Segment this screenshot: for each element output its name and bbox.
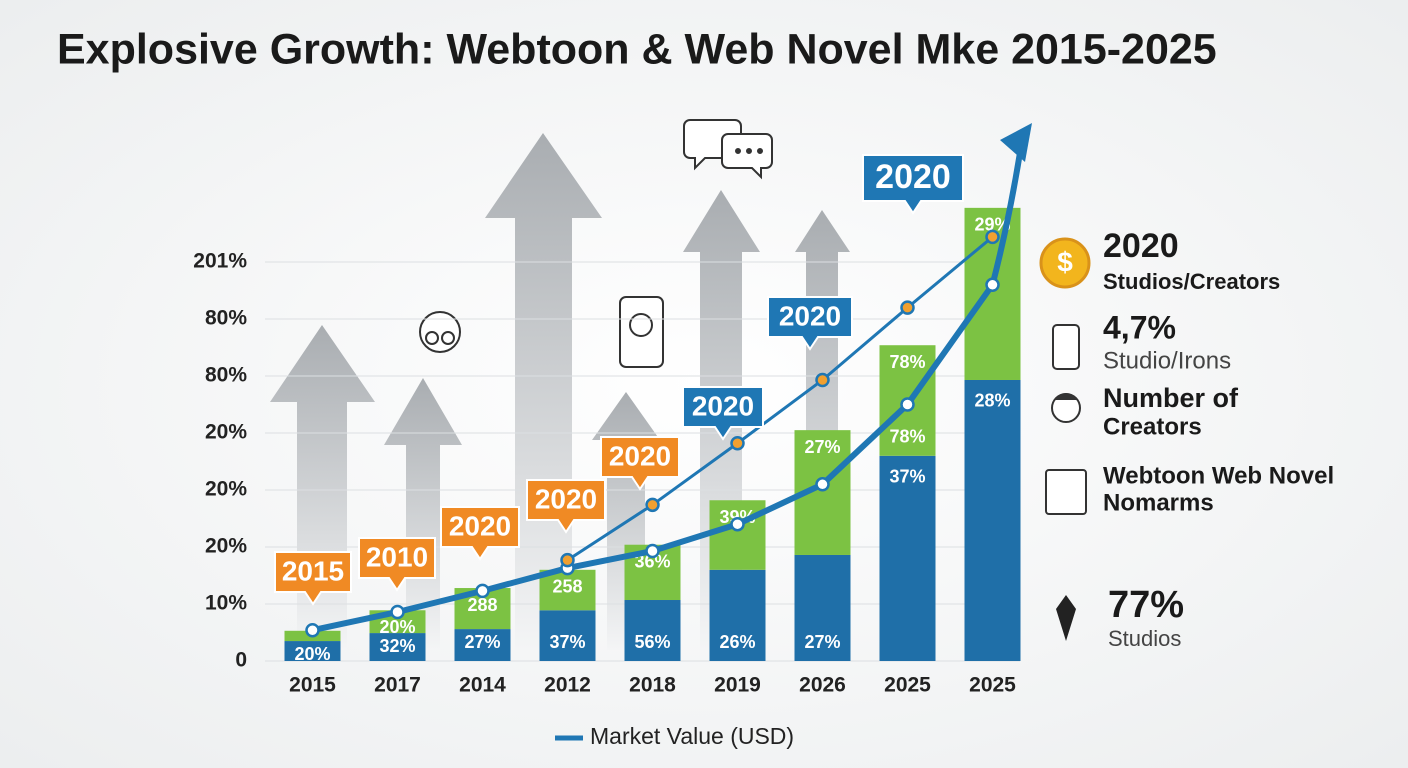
line-point bbox=[900, 300, 915, 315]
line-series bbox=[566, 235, 994, 562]
segment-label: 258 bbox=[552, 577, 582, 597]
bar-segment bbox=[709, 500, 766, 570]
x-tick-label: 2015 bbox=[289, 674, 336, 697]
svg-text:$: $ bbox=[1057, 246, 1073, 277]
side-stat-text: Studio/Irons bbox=[1103, 347, 1231, 374]
callout-box bbox=[526, 479, 606, 534]
y-tick-label: 10% bbox=[205, 592, 247, 615]
trend-arrow bbox=[989, 139, 1025, 286]
segment-label: 26% bbox=[719, 632, 755, 652]
side-stat-text: 2020 bbox=[1103, 227, 1179, 265]
segment-label: 20% bbox=[379, 617, 415, 637]
bar-segment bbox=[794, 554, 851, 661]
line-point bbox=[305, 622, 320, 638]
x-tick-label: 2017 bbox=[374, 674, 421, 697]
callout-box bbox=[862, 154, 964, 215]
segment-label: 288 bbox=[467, 595, 497, 615]
side-stats: 2020 Studios/Creators 4,7%Studio/Irons Numb… bbox=[1103, 227, 1334, 651]
line-point bbox=[475, 583, 490, 599]
bar-segment bbox=[879, 455, 936, 661]
x-tick-label: 2018 bbox=[629, 674, 676, 697]
line-point bbox=[815, 477, 830, 492]
side-stat-text: 4,7% bbox=[1103, 309, 1176, 345]
line-point bbox=[560, 552, 575, 568]
callout-box bbox=[358, 537, 436, 592]
segment-label: 37% bbox=[889, 467, 925, 487]
plot: 010%20%20%20%80%80%201%20% 32%20%27%28837… bbox=[193, 123, 1032, 697]
line-point bbox=[815, 372, 830, 388]
x-tick-label: 2019 bbox=[714, 674, 761, 697]
segment-label: 32% bbox=[379, 636, 415, 656]
segment-label: 36% bbox=[634, 551, 670, 571]
y-tick-label: 20% bbox=[205, 421, 247, 444]
segment-label: 20% bbox=[294, 644, 330, 664]
callout-box bbox=[682, 386, 764, 441]
bar-segment bbox=[369, 633, 426, 661]
callout-label: 2020 bbox=[779, 300, 841, 331]
bar-segment bbox=[964, 379, 1021, 661]
x-tick-label: 2014 bbox=[459, 674, 506, 697]
decor-icons bbox=[419, 119, 773, 368]
bar-segment bbox=[454, 629, 511, 661]
side-icons: $ bbox=[1039, 237, 1091, 641]
line-point bbox=[985, 277, 1000, 293]
segment-label: 56% bbox=[634, 632, 670, 652]
callout-label: 2010 bbox=[366, 541, 428, 572]
segment-label: 78% bbox=[889, 352, 925, 372]
side-stat-text: Creators bbox=[1103, 413, 1202, 440]
line-point bbox=[985, 229, 1000, 245]
x-tick-label: 2026 bbox=[799, 674, 846, 697]
side-stat-text: Nomarms bbox=[1103, 489, 1214, 516]
line-point bbox=[645, 497, 660, 513]
y-tick-label: 201% bbox=[193, 250, 247, 273]
x-tick-label: 2012 bbox=[544, 674, 591, 697]
line-point bbox=[730, 516, 745, 532]
line-point bbox=[900, 397, 915, 412]
y-tick-label: 0 bbox=[235, 649, 247, 672]
callout-box bbox=[440, 506, 520, 561]
callout-label: 2020 bbox=[692, 390, 754, 421]
bar-segment bbox=[539, 610, 596, 661]
y-tick-label: 20% bbox=[205, 478, 247, 501]
callout-box bbox=[600, 436, 680, 491]
side-stat-text: Number of bbox=[1103, 383, 1239, 413]
segment-label: 78% bbox=[889, 427, 925, 447]
side-stat-text: Webtoon Web Novel bbox=[1103, 462, 1334, 489]
callout-box bbox=[767, 296, 853, 351]
bar-segment bbox=[709, 569, 766, 661]
callout-label: 2020 bbox=[875, 158, 951, 196]
segment-label: 28% bbox=[974, 391, 1010, 411]
bar-segment bbox=[539, 569, 596, 611]
callout-label: 2020 bbox=[449, 510, 511, 541]
side-stat-text: Studios bbox=[1108, 626, 1181, 651]
callout-label: 2020 bbox=[609, 440, 671, 471]
legend-label: Market Value (USD) bbox=[590, 723, 794, 749]
y-tick-label: 80% bbox=[205, 364, 247, 387]
x-tick-label: 2025 bbox=[969, 674, 1016, 697]
line-point bbox=[390, 604, 405, 620]
side-stat-text: 77% bbox=[1108, 584, 1184, 626]
y-tick-label: 20% bbox=[205, 535, 247, 558]
chart-title: Explosive Growth: Webtoon & Web Novel Mk… bbox=[57, 25, 1217, 73]
bar-segment bbox=[624, 600, 681, 661]
y-tick-label: 80% bbox=[205, 307, 247, 330]
x-tick-label: 2025 bbox=[884, 674, 931, 697]
segment-label: 27% bbox=[464, 632, 500, 652]
callout-box bbox=[274, 551, 352, 606]
callout-label: 2015 bbox=[282, 555, 344, 586]
trend-arrowhead bbox=[1000, 123, 1032, 162]
line-point bbox=[645, 543, 660, 559]
segment-label: 27% bbox=[804, 437, 840, 457]
callout-label: 2020 bbox=[535, 483, 597, 514]
bar-segment bbox=[284, 641, 341, 661]
side-stat-text: Studios/Creators bbox=[1103, 269, 1280, 294]
segment-label: 27% bbox=[804, 632, 840, 652]
segment-label: 37% bbox=[549, 632, 585, 652]
segment-label: 29% bbox=[974, 215, 1010, 235]
line-point bbox=[730, 436, 745, 451]
